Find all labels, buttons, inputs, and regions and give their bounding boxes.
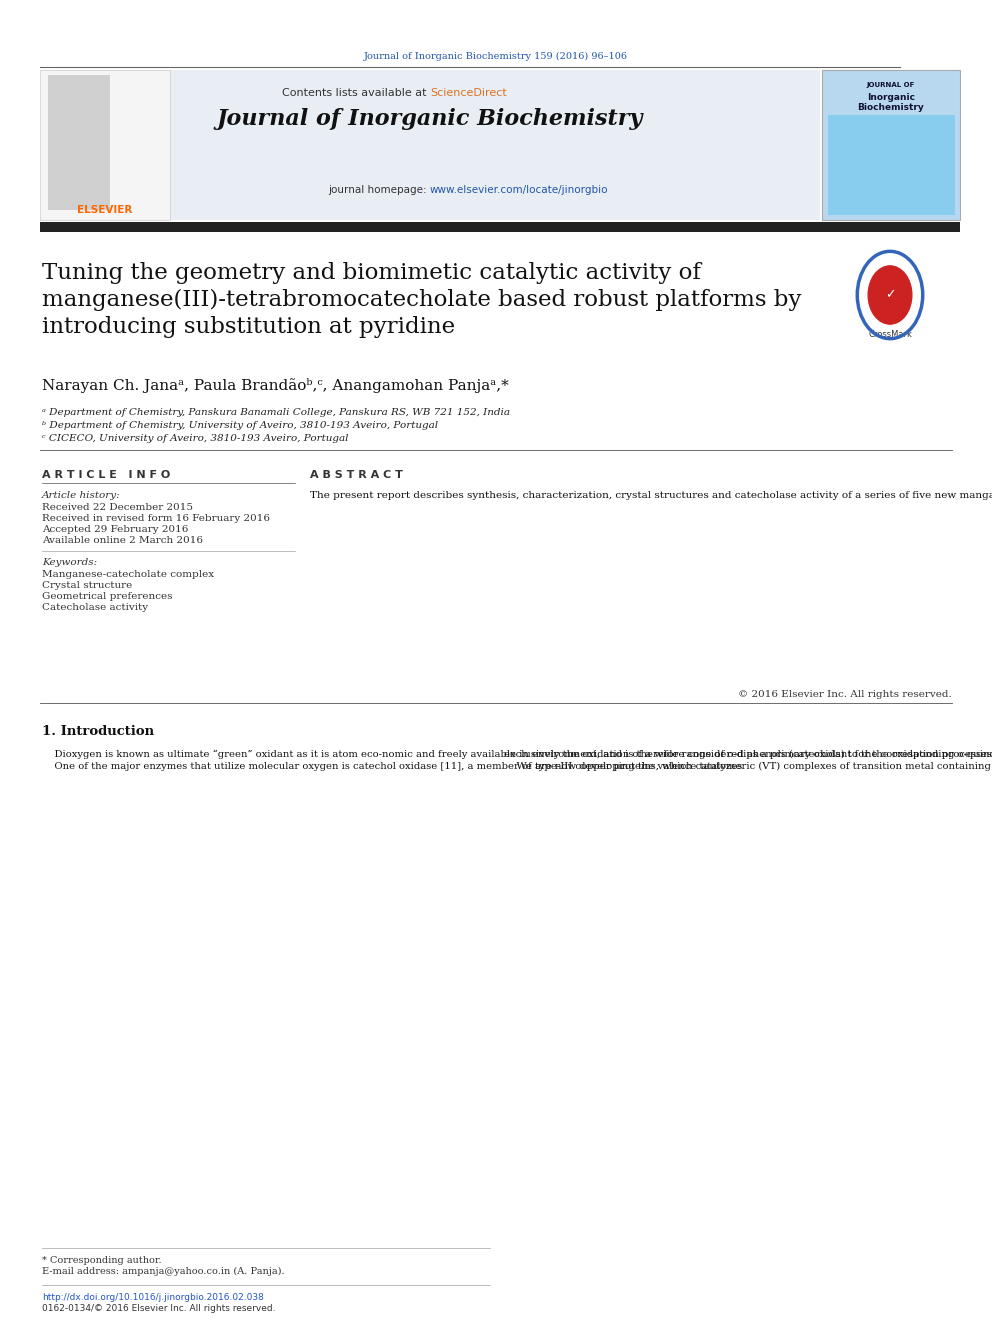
FancyBboxPatch shape [40, 70, 170, 220]
Text: exclusively the oxidation of a wide range of o-diphenols (catechols) to the corr: exclusively the oxidation of a wide rang… [504, 750, 992, 771]
Text: A R T I C L E   I N F O: A R T I C L E I N F O [42, 470, 171, 480]
Text: Received 22 December 2015: Received 22 December 2015 [42, 503, 193, 512]
Text: JOURNAL OF: JOURNAL OF [867, 82, 916, 89]
Text: E-mail address: ampanja@yahoo.co.in (A. Panja).: E-mail address: ampanja@yahoo.co.in (A. … [42, 1267, 285, 1277]
Text: Available online 2 March 2016: Available online 2 March 2016 [42, 536, 203, 545]
Text: ELSEVIER: ELSEVIER [77, 205, 133, 216]
Text: 0162-0134/© 2016 Elsevier Inc. All rights reserved.: 0162-0134/© 2016 Elsevier Inc. All right… [42, 1304, 276, 1312]
Text: http://dx.doi.org/10.1016/j.jinorgbio.2016.02.038: http://dx.doi.org/10.1016/j.jinorgbio.20… [42, 1293, 264, 1302]
Text: Journal of Inorganic Biochemistry 159 (2016) 96–106: Journal of Inorganic Biochemistry 159 (2… [364, 52, 628, 61]
Circle shape [868, 266, 912, 324]
Text: Manganese-catecholate complex: Manganese-catecholate complex [42, 570, 214, 579]
Text: CrossMark: CrossMark [868, 329, 912, 339]
Text: Geometrical preferences: Geometrical preferences [42, 591, 173, 601]
Text: A B S T R A C T: A B S T R A C T [310, 470, 403, 480]
Text: Keywords:: Keywords: [42, 558, 97, 568]
Text: * Corresponding author.: * Corresponding author. [42, 1256, 162, 1265]
Text: Dioxygen is known as ultimate “green” oxidant as it is atom eco-nomic and freely: Dioxygen is known as ultimate “green” ox… [42, 750, 992, 771]
Text: ✓: ✓ [885, 288, 895, 302]
Text: Tuning the geometry and biomimetic catalytic activity of
manganese(III)-tetrabro: Tuning the geometry and biomimetic catal… [42, 262, 802, 339]
Text: ᵇ Department of Chemistry, University of Aveiro, 3810-193 Aveiro, Portugal: ᵇ Department of Chemistry, University of… [42, 421, 438, 430]
FancyBboxPatch shape [40, 222, 960, 232]
FancyBboxPatch shape [822, 70, 960, 220]
Text: 1. Introduction: 1. Introduction [42, 725, 154, 738]
Text: Narayan Ch. Janaᵃ, Paula Brandãoᵇ,ᶜ, Anangamohan Panjaᵃ,*: Narayan Ch. Janaᵃ, Paula Brandãoᵇ,ᶜ, Ana… [42, 378, 509, 393]
Text: ᵃ Department of Chemistry, Panskura Banamali College, Panskura RS, WB 721 152, I: ᵃ Department of Chemistry, Panskura Bana… [42, 407, 510, 417]
Text: Article history:: Article history: [42, 491, 121, 500]
Text: Catecholase activity: Catecholase activity [42, 603, 148, 613]
Text: © 2016 Elsevier Inc. All rights reserved.: © 2016 Elsevier Inc. All rights reserved… [738, 691, 952, 699]
Text: Contents lists available at: Contents lists available at [282, 89, 430, 98]
Text: Journal of Inorganic Biochemistry: Journal of Inorganic Biochemistry [217, 108, 643, 130]
Text: Accepted 29 February 2016: Accepted 29 February 2016 [42, 525, 188, 534]
Text: ᶜ CICECO, University of Aveiro, 3810-193 Aveiro, Portugal: ᶜ CICECO, University of Aveiro, 3810-193… [42, 434, 348, 443]
Text: journal homepage:: journal homepage: [328, 185, 430, 194]
Text: Inorganic
Biochemistry: Inorganic Biochemistry [858, 93, 925, 112]
FancyBboxPatch shape [48, 75, 110, 210]
FancyBboxPatch shape [828, 115, 955, 216]
Text: Received in revised form 16 February 2016: Received in revised form 16 February 201… [42, 515, 270, 523]
FancyBboxPatch shape [55, 70, 820, 220]
Text: www.elsevier.com/locate/jinorgbio: www.elsevier.com/locate/jinorgbio [430, 185, 608, 194]
Text: The present report describes synthesis, characterization, crystal structures and: The present report describes synthesis, … [310, 491, 992, 500]
Text: ScienceDirect: ScienceDirect [430, 89, 507, 98]
Text: Crystal structure: Crystal structure [42, 581, 132, 590]
